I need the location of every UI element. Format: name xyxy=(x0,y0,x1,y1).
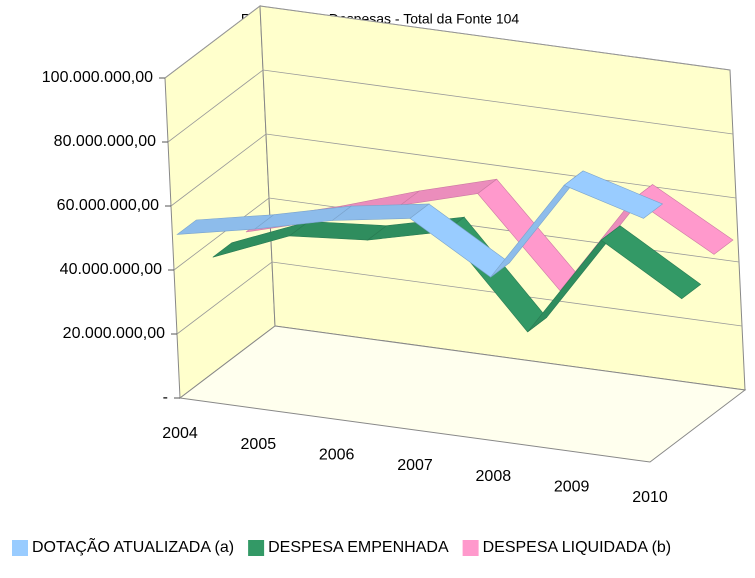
y-tick-label: 60.000.000,00 xyxy=(57,197,159,214)
legend-swatch xyxy=(248,540,265,556)
x-tick-label: 2004 xyxy=(162,425,198,442)
floor xyxy=(178,325,747,463)
x-tick-label: 2008 xyxy=(476,468,512,485)
ribbon-segment xyxy=(600,225,702,300)
ribbon-segment xyxy=(633,184,734,255)
series-ribbon xyxy=(176,170,664,278)
x-tick-label: 2010 xyxy=(632,489,668,506)
y-tick-label: 100.000.000,00 xyxy=(42,69,153,86)
legend-swatch xyxy=(12,540,28,556)
x-tick-label: 2007 xyxy=(397,457,433,474)
grid-line xyxy=(176,261,743,335)
x-tick-label: 2006 xyxy=(319,447,355,464)
grid-line xyxy=(164,5,731,79)
y-tick-label: - xyxy=(163,389,168,406)
grid-line xyxy=(167,69,734,143)
x-tick-label: 2009 xyxy=(554,479,590,496)
legend-label: DESPESA EMPENHADA xyxy=(268,539,449,556)
x-tick-label: 2005 xyxy=(241,436,277,453)
ribbon-segment xyxy=(563,170,664,219)
legend-label: DOTAÇÃO ATUALIZADA (a) xyxy=(32,536,234,556)
legend-label: DESPESA LIQUIDADA (b) xyxy=(483,539,672,556)
y-tick-label: 20.000.000,00 xyxy=(63,325,165,342)
legend-swatch xyxy=(462,540,479,556)
y-tick-label: 80.000.000,00 xyxy=(54,133,156,150)
grid-line xyxy=(173,197,740,271)
y-tick-label: 40.000.000,00 xyxy=(60,261,162,278)
